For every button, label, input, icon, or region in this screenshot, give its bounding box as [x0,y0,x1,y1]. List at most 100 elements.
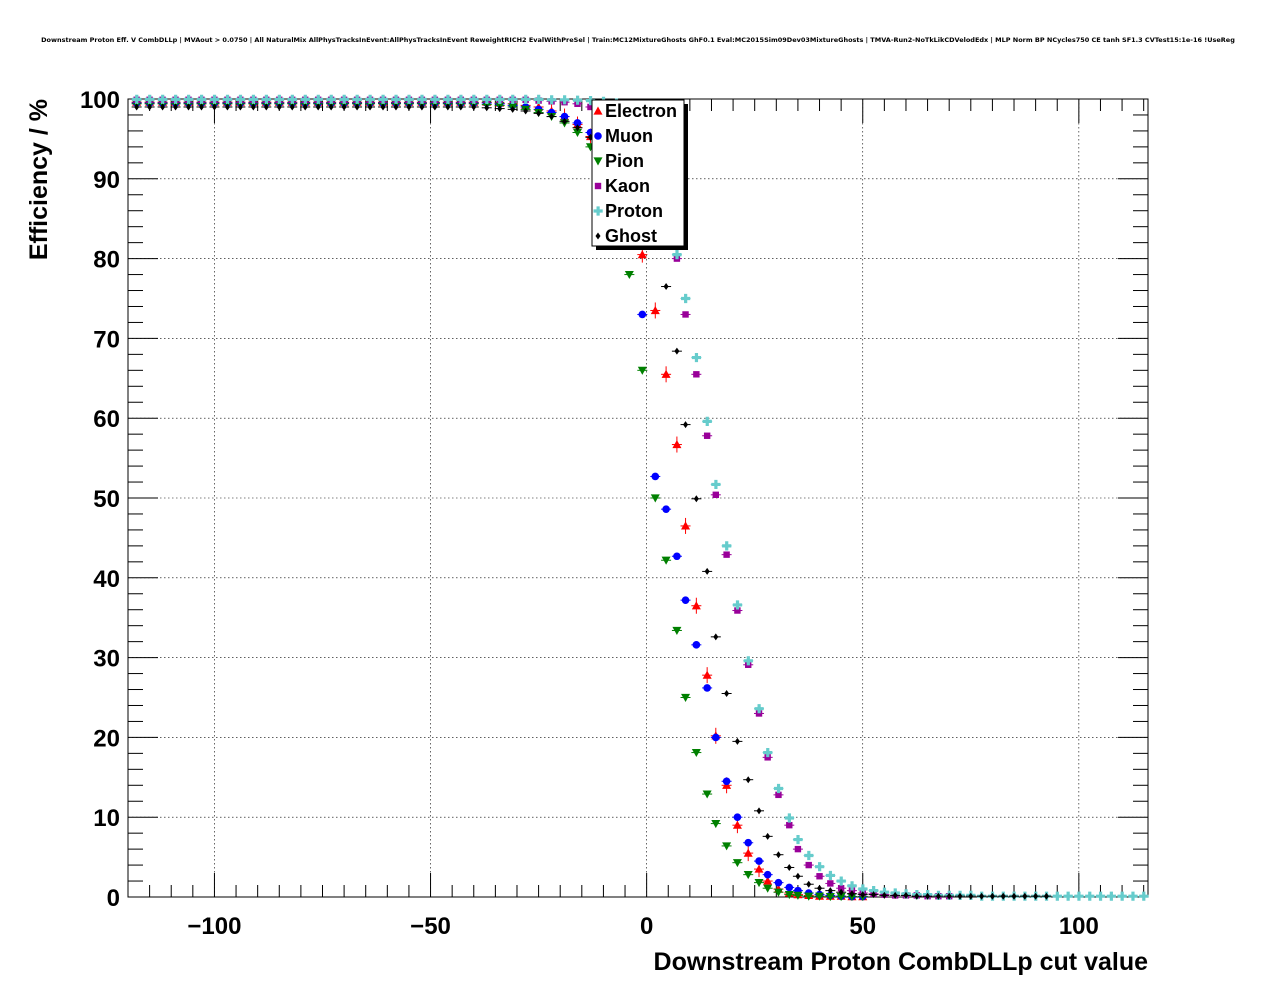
data-point-electron [743,848,753,857]
legend-marker-muon [594,132,602,140]
data-point-ghost [935,892,941,900]
data-point-muon [662,505,670,513]
data-point-ghost [734,737,740,745]
data-point-kaon [734,607,741,614]
data-point-electron [650,305,660,315]
data-point-proton [209,94,220,104]
data-point-ghost [756,807,762,815]
data-point-proton [521,94,531,104]
data-point-electron [691,601,701,610]
data-point-kaon [816,873,823,880]
data-point-ghost [341,103,347,111]
y-axis-title: Efficiency / % [25,99,53,260]
data-point-ghost [497,105,503,113]
data-point-ghost [979,892,985,900]
legend-label-electron: Electron [605,101,677,121]
data-point-proton [495,94,505,104]
data-point-proton [732,600,743,610]
data-point-ghost [173,103,179,111]
data-point-proton [352,94,362,104]
data-point-pion [784,891,794,900]
data-point-proton [754,704,764,714]
data-point-ghost [276,103,282,111]
data-point-ghost [302,103,308,111]
data-point-kaon [764,754,771,761]
data-point-ghost [562,117,568,125]
legend-marker-ghost [595,232,601,240]
data-point-proton [836,876,846,886]
data-point-proton [508,94,518,104]
data-point-proton [235,94,246,104]
data-point-pion [793,891,803,900]
major-ticks [128,98,1148,898]
y-tick-label: 50 [93,486,120,513]
legend-items: Electron Muon Pion Kaon Proton Ghost [593,101,677,246]
data-point-pion [624,270,634,280]
data-point-proton [469,94,479,104]
x-tick-label: −100 [187,913,241,940]
data-point-muon [785,883,794,892]
data-point-pion [804,892,814,901]
data-point-ghost [946,892,952,900]
legend-label-muon: Muon [605,126,653,146]
data-point-ghost [354,103,360,111]
data-point-ghost [160,103,166,111]
data-point-ghost [881,891,887,899]
data-point-proton [391,94,401,104]
data-point-proton [1095,891,1106,901]
data-point-pion [691,748,701,758]
data-point-ghost [134,103,140,111]
data-point-ghost [925,892,931,900]
data-point-pion [722,842,732,851]
data-point-muon [638,310,647,319]
data-point-proton [572,95,583,105]
data-point-muon [573,119,582,127]
data-point-ghost [838,888,844,896]
data-point-ghost [1011,892,1017,900]
data-point-proton [365,94,375,104]
data-point-ghost [315,103,321,111]
data-point-proton [261,94,272,104]
data-point-kaon [712,491,719,499]
data-point-kaon [723,551,730,558]
chart-title: Downstream Proton Eff. V CombDLLp | MVAo… [41,36,1235,45]
data-point-muon [673,552,681,561]
y-tick-labels: 0 10 20 30 40 50 60 70 80 90 100 [80,87,120,912]
data-point-proton [691,352,702,363]
data-point-proton [313,94,323,104]
data-point-ghost [713,633,719,641]
y-tick-label: 30 [93,646,120,673]
data-point-ghost [237,103,243,111]
data-point-ghost [419,103,425,111]
series-proton [131,94,1149,901]
data-point-ghost [211,103,217,111]
data-point-ghost [186,103,192,111]
data-point-muon [744,838,753,847]
data-point-proton [585,95,596,106]
data-point-proton [847,881,857,891]
y-tick-label: 0 [107,885,120,912]
data-point-ghost [745,776,751,784]
data-point-ghost [775,851,781,859]
data-point-ghost [549,113,555,121]
data-point-electron [672,440,682,449]
data-point-ghost [683,421,689,429]
data-point-proton [417,94,427,104]
data-point-ghost [224,103,230,111]
series-muon [131,99,868,901]
legend-label-proton: Proton [605,201,663,221]
legend-marker-kaon [594,182,602,190]
data-point-proton [711,479,721,490]
data-point-ghost [674,347,680,355]
data-point-proton [773,783,784,794]
data-point-muon [733,813,742,821]
data-point-proton [171,94,181,104]
data-point-proton [534,94,544,104]
data-point-kaon [786,821,793,829]
data-point-ghost [1043,892,1049,900]
series-electron [131,97,868,901]
data-point-pion [815,892,825,901]
data-point-proton [222,94,233,104]
data-point-electron [763,876,773,885]
data-point-proton [158,94,168,104]
